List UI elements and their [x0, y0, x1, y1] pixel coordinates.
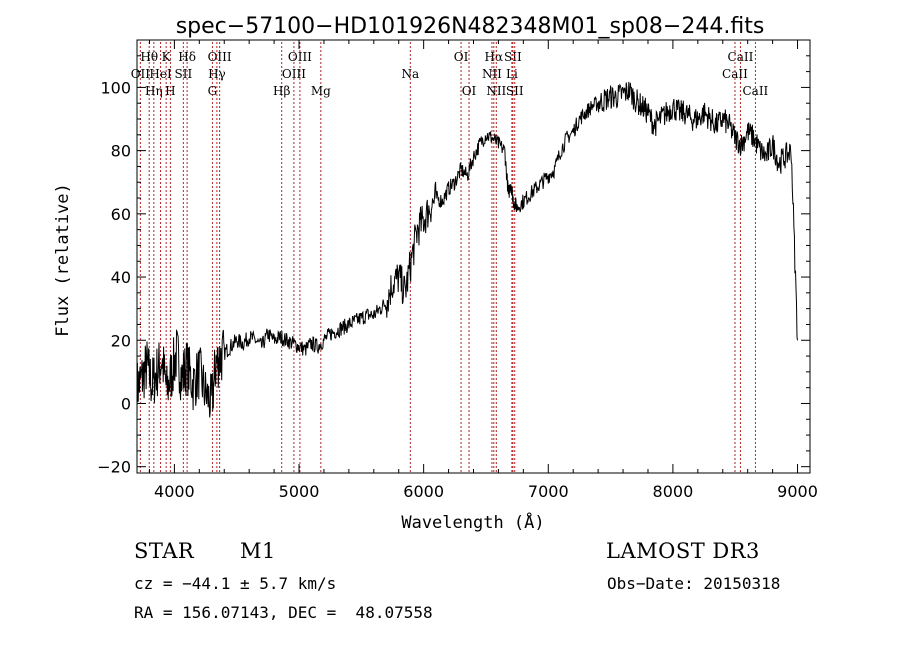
coordinates: RA = 156.07143, DEC = 48.07558 — [134, 603, 433, 622]
x-tick-label: 8000 — [653, 482, 694, 501]
y-tick-label: 100 — [100, 78, 131, 97]
line-label: CaII — [742, 84, 768, 98]
object-subclass: M1 — [240, 539, 276, 563]
line-label: SII — [175, 67, 193, 81]
line-label: OI — [462, 84, 477, 98]
y-tick-label: −20 — [97, 458, 131, 477]
line-label: K — [162, 50, 172, 64]
line-label: Hα — [485, 50, 504, 64]
y-tick-label: 0 — [121, 394, 131, 413]
line-label: SII — [506, 84, 524, 98]
line-label: Na — [401, 67, 419, 81]
line-label: OIII — [208, 50, 232, 64]
line-label: SII — [504, 50, 522, 64]
line-label: OIII — [288, 50, 312, 64]
plot-frame — [136, 39, 811, 474]
line-label: H — [165, 84, 175, 98]
line-label: NII — [486, 84, 506, 98]
redshift-cz: cz = −44.1 ± 5.7 km/s — [134, 574, 337, 593]
x-tick-label: 7000 — [528, 482, 569, 501]
line-label: Mg — [311, 84, 331, 98]
line-label: Hη — [145, 84, 163, 98]
x-tick-label: 5000 — [279, 482, 320, 501]
line-label: Hβ — [273, 84, 290, 98]
y-tick-label: 60 — [111, 205, 131, 224]
survey-name: LAMOST DR3 — [606, 539, 760, 563]
object-type: STAR — [134, 539, 195, 563]
line-label: Hθ — [140, 50, 158, 64]
line-label: OI — [454, 50, 469, 64]
y-tick-label: 20 — [111, 331, 131, 350]
line-label: G — [208, 84, 218, 98]
line-label: CaII — [722, 67, 748, 81]
y-axis-label: Flux (relative) — [53, 183, 73, 337]
x-tick-label: 9000 — [777, 482, 818, 501]
emission-line-markers: Hθ OII Hη K HeI H Hδ SII OIII Hγ G Hβ OIII OIII Mg Na OI… — [131, 42, 769, 473]
y-tick-label: 80 — [111, 142, 131, 161]
line-label: OII — [131, 67, 151, 81]
line-label: NII — [482, 67, 502, 81]
x-tick-label: 4000 — [154, 482, 195, 501]
line-label: Hδ — [178, 50, 196, 64]
line-label: HeI — [149, 67, 172, 81]
line-label: CaII — [728, 50, 754, 64]
axis-ticks: 4000 5000 6000 7000 8000 9000 −20 0 20 40 60 80 100 — [97, 40, 818, 501]
x-axis-label: Wavelength (Å) — [401, 511, 544, 533]
observation-date: Obs−Date: 20150318 — [607, 574, 781, 593]
line-label: Hγ — [208, 67, 226, 81]
spectrum-line — [136, 81, 798, 418]
chart-title: spec−57100−HD101926N482348M01_sp08−244.f… — [176, 14, 765, 39]
line-label: OIII — [282, 67, 306, 81]
spectrum-series — [136, 81, 798, 418]
x-tick-label: 6000 — [403, 482, 444, 501]
line-label: Li — [506, 67, 518, 81]
y-tick-label: 40 — [111, 268, 131, 287]
